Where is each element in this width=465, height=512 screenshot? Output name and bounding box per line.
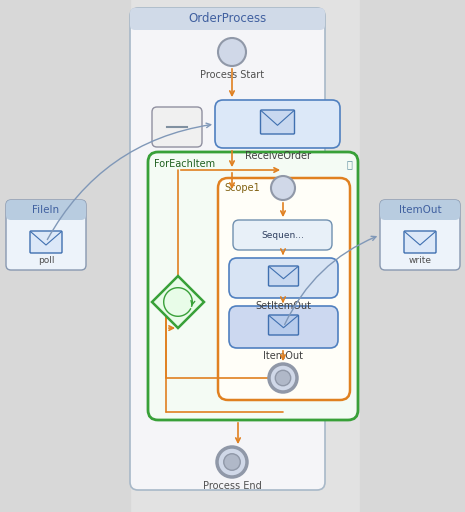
Bar bbox=[360, 0, 465, 512]
Text: Process Start: Process Start bbox=[200, 70, 264, 80]
Text: Scope1: Scope1 bbox=[224, 183, 260, 193]
FancyBboxPatch shape bbox=[229, 306, 338, 348]
Circle shape bbox=[269, 364, 297, 392]
FancyBboxPatch shape bbox=[148, 152, 358, 420]
FancyBboxPatch shape bbox=[215, 100, 340, 148]
FancyBboxPatch shape bbox=[30, 231, 62, 253]
Text: OrderProcess: OrderProcess bbox=[188, 12, 266, 26]
FancyBboxPatch shape bbox=[380, 200, 460, 220]
FancyBboxPatch shape bbox=[268, 315, 299, 335]
Text: poll: poll bbox=[38, 256, 54, 265]
Circle shape bbox=[224, 454, 240, 470]
Text: ItemOut: ItemOut bbox=[264, 351, 304, 361]
FancyBboxPatch shape bbox=[404, 231, 436, 253]
Circle shape bbox=[218, 38, 246, 66]
Text: Sequen...: Sequen... bbox=[261, 230, 304, 240]
Text: ReceiveOrder: ReceiveOrder bbox=[245, 151, 311, 161]
Circle shape bbox=[275, 370, 291, 386]
FancyBboxPatch shape bbox=[6, 200, 86, 270]
Text: ForEachItem: ForEachItem bbox=[154, 159, 215, 169]
Text: ⧉: ⧉ bbox=[346, 159, 352, 169]
FancyBboxPatch shape bbox=[380, 200, 460, 270]
Text: SetItemOut: SetItemOut bbox=[255, 301, 312, 311]
FancyBboxPatch shape bbox=[260, 110, 294, 134]
FancyBboxPatch shape bbox=[218, 178, 350, 400]
FancyBboxPatch shape bbox=[152, 107, 202, 147]
Bar bbox=[0, 0, 130, 512]
Circle shape bbox=[271, 176, 295, 200]
Polygon shape bbox=[152, 276, 204, 328]
Text: FileIn: FileIn bbox=[33, 205, 60, 215]
Text: ItemOut: ItemOut bbox=[399, 205, 441, 215]
FancyBboxPatch shape bbox=[229, 258, 338, 298]
Circle shape bbox=[217, 447, 247, 477]
FancyBboxPatch shape bbox=[130, 8, 325, 490]
FancyBboxPatch shape bbox=[268, 266, 299, 286]
Text: write: write bbox=[408, 256, 432, 265]
Text: Process End: Process End bbox=[203, 481, 261, 491]
FancyBboxPatch shape bbox=[6, 200, 86, 220]
FancyBboxPatch shape bbox=[233, 220, 332, 250]
FancyBboxPatch shape bbox=[130, 8, 325, 30]
